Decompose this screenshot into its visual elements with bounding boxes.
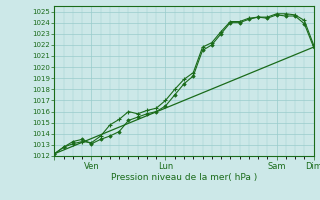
X-axis label: Pression niveau de la mer( hPa ): Pression niveau de la mer( hPa ) bbox=[111, 173, 257, 182]
